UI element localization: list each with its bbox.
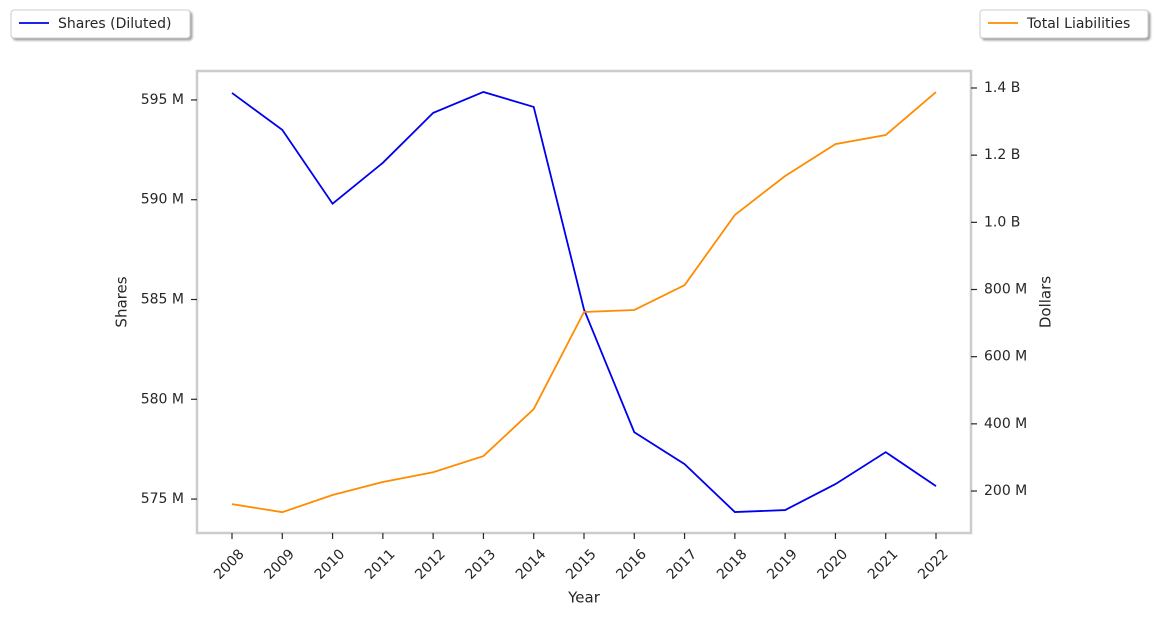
y2-tick-label: 800 M bbox=[984, 282, 1027, 298]
x-tick-label: 2011 bbox=[362, 546, 399, 583]
y2-tick-label: 1.0 B bbox=[984, 214, 1020, 230]
y-tick-label: 590 M bbox=[141, 192, 184, 208]
x-tick-label: 2015 bbox=[563, 546, 600, 583]
x-tick-label: 2008 bbox=[211, 546, 248, 583]
x-tick-label: 2021 bbox=[865, 546, 902, 583]
y2-tick-label: 600 M bbox=[984, 349, 1027, 365]
x-tick-label: 2018 bbox=[714, 546, 751, 583]
y2-tick-label: 200 M bbox=[984, 483, 1027, 499]
x-tick-label: 2020 bbox=[815, 546, 852, 583]
x-tick-label: 2012 bbox=[412, 546, 449, 583]
y-tick-label: 575 M bbox=[141, 491, 184, 507]
x-tick-label: 2013 bbox=[463, 546, 500, 583]
y2-tick-label: 400 M bbox=[984, 416, 1027, 432]
y2-tick-label: 1.2 B bbox=[984, 147, 1020, 163]
series-line bbox=[231, 91, 937, 513]
y2-axis-label: Dollars bbox=[1037, 276, 1055, 328]
x-axis-label: Year bbox=[567, 589, 601, 607]
series-line bbox=[231, 91, 937, 514]
y-tick-label: 595 M bbox=[141, 92, 184, 108]
legend-label: Shares (Diluted) bbox=[58, 16, 172, 32]
x-tick-label: 2010 bbox=[312, 546, 349, 583]
x-tick-label: 2019 bbox=[764, 546, 801, 583]
y-axis-label: Shares bbox=[113, 276, 131, 327]
x-tick-label: 2017 bbox=[664, 546, 701, 583]
y2-tick-label: 1.4 B bbox=[984, 80, 1020, 96]
x-tick-label: 2022 bbox=[915, 546, 952, 583]
y-tick-label: 580 M bbox=[141, 391, 184, 407]
x-tick-label: 2014 bbox=[513, 546, 550, 583]
y-tick-label: 585 M bbox=[141, 292, 184, 308]
x-tick-label: 2016 bbox=[613, 546, 650, 583]
legend-box bbox=[979, 9, 1149, 39]
x-tick-label: 2009 bbox=[261, 546, 298, 583]
legend-label: Total Liabilities bbox=[1026, 16, 1130, 32]
legend-box bbox=[10, 9, 191, 39]
